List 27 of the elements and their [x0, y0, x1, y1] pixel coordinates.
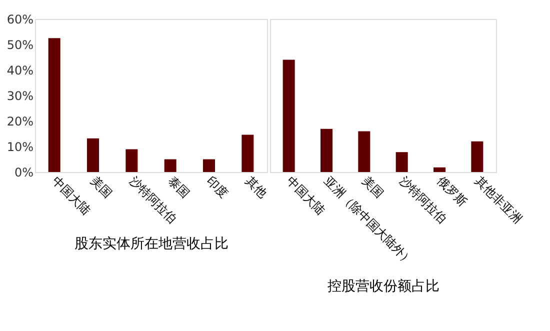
y-tick-label: 30% — [6, 89, 34, 103]
x-tick-label: 泰国 — [165, 174, 192, 200]
bar — [358, 131, 370, 172]
bar — [87, 138, 99, 172]
bar — [48, 38, 60, 172]
bar — [126, 149, 138, 172]
bar — [242, 134, 254, 172]
bar — [282, 60, 295, 172]
x-axis-title: 控股营收份额占比 — [328, 278, 440, 295]
x-tick-label: 其他非亚洲 — [472, 174, 525, 226]
y-tick-label: 0% — [14, 166, 34, 180]
bar — [320, 128, 332, 172]
bar — [203, 159, 215, 172]
x-tick-label: 美国 — [88, 174, 115, 200]
x-tick-label: 印度 — [204, 174, 231, 200]
x-tick-label: 美国 — [359, 174, 386, 200]
bar — [471, 141, 484, 172]
x-axis-title: 股东实体所在地营收占比 — [74, 236, 228, 252]
y-tick-label: 20% — [6, 114, 34, 128]
bar — [164, 159, 176, 172]
y-tick-label: 60% — [6, 12, 34, 26]
y-tick-label: 50% — [6, 38, 34, 52]
y-tick-label: 10% — [6, 140, 34, 154]
y-tick-label: 40% — [6, 64, 34, 78]
x-tick-label: 其他 — [242, 174, 270, 200]
bar — [396, 152, 408, 172]
bar — [434, 167, 446, 172]
